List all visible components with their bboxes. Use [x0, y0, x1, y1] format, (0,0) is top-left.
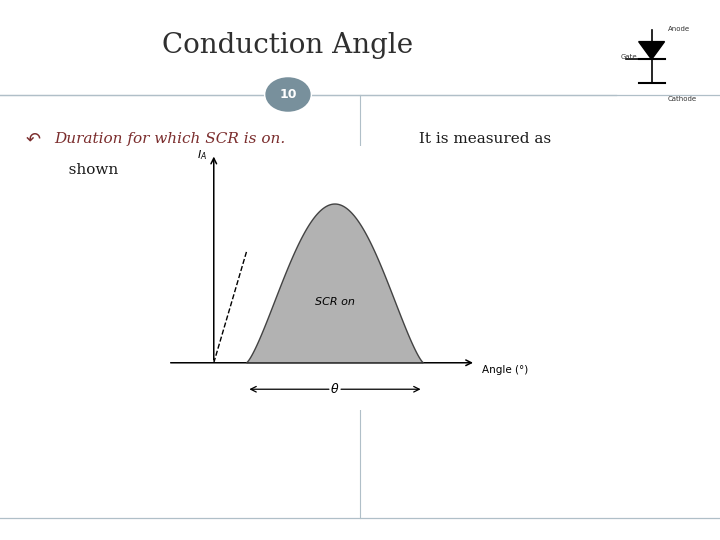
Text: ↶: ↶ [25, 130, 40, 148]
Text: $I_A$: $I_A$ [197, 148, 207, 162]
Text: Duration for which SCR is on.: Duration for which SCR is on. [54, 132, 285, 146]
Circle shape [266, 78, 310, 111]
Polygon shape [246, 204, 423, 363]
Text: shown: shown [54, 163, 118, 177]
Text: SCR on: SCR on [315, 297, 355, 307]
Text: Anode: Anode [667, 25, 690, 32]
Polygon shape [639, 42, 665, 59]
Text: $\theta$: $\theta$ [330, 382, 340, 396]
Text: Cathode: Cathode [667, 96, 696, 102]
Text: 10: 10 [279, 88, 297, 101]
Text: It is measured as: It is measured as [414, 132, 551, 146]
Text: Conduction Angle: Conduction Angle [163, 32, 413, 59]
Text: Gate: Gate [621, 53, 637, 60]
Text: Angle (°): Angle (°) [482, 366, 528, 375]
